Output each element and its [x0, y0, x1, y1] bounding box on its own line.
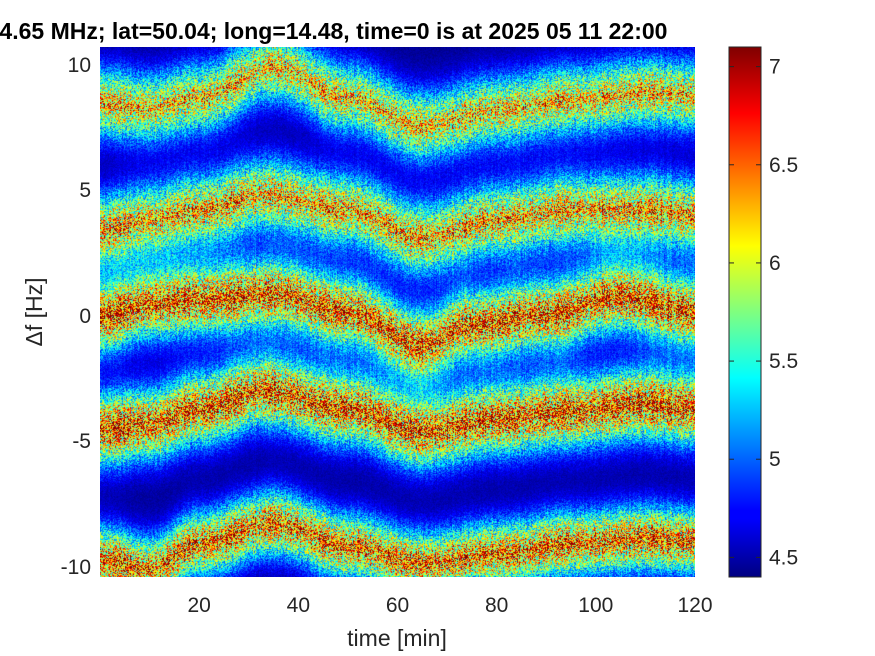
- colorbar-ticks: 4.5 5 5.5 6 6.5 7: [729, 56, 798, 569]
- colorbar-tick-label: 6.5: [769, 154, 798, 177]
- x-tick-label: 60: [386, 594, 409, 617]
- x-tick-labels: 20 40 60 80 100 120: [187, 594, 712, 617]
- colorbar-tick-label: 4.5: [769, 546, 798, 569]
- x-tick-label: 40: [287, 594, 310, 617]
- x-tick-label: 100: [578, 594, 613, 617]
- y-tick-label: 5: [79, 179, 91, 202]
- y-tick-label: -10: [61, 556, 91, 579]
- y-tick-label: -5: [72, 430, 91, 453]
- colorbar-frame: [728, 46, 762, 578]
- x-tick-label: 20: [187, 594, 210, 617]
- colorbar-tick-label: 7: [769, 56, 781, 79]
- x-axis-label: time [min]: [347, 625, 447, 651]
- x-tick-label: 80: [485, 594, 508, 617]
- y-tick-label: 0: [79, 305, 91, 328]
- chart-title: =4.65 MHz; lat=50.04; long=14.48, time=0…: [0, 18, 668, 44]
- heatmap-area: [100, 47, 695, 577]
- x-tick-label: 120: [677, 594, 712, 617]
- y-tick-labels: 10 5 0 -5 -10: [61, 54, 91, 579]
- y-tick-label: 10: [68, 54, 91, 77]
- colorbar: [729, 47, 761, 577]
- colorbar-tick-label: 5: [769, 448, 781, 471]
- y-axis-label: Δf [Hz]: [21, 277, 47, 346]
- colorbar-tick-label: 5.5: [769, 350, 798, 373]
- colorbar-tick-label: 6: [769, 252, 781, 275]
